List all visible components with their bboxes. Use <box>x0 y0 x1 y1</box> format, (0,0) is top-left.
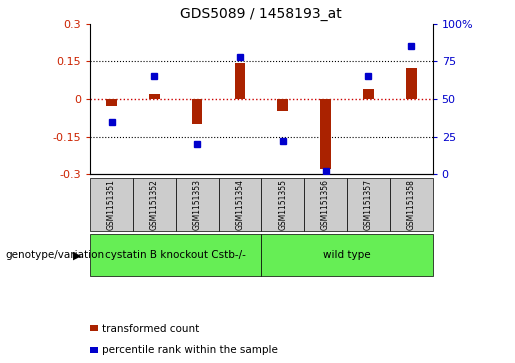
Text: GSM1151353: GSM1151353 <box>193 179 202 230</box>
Text: GSM1151356: GSM1151356 <box>321 179 330 230</box>
Text: ▶: ▶ <box>73 250 81 260</box>
Bar <box>192 99 202 124</box>
Bar <box>106 99 117 106</box>
Text: GSM1151352: GSM1151352 <box>150 179 159 230</box>
Bar <box>363 89 374 99</box>
Text: GSM1151355: GSM1151355 <box>278 179 287 230</box>
Text: GSM1151357: GSM1151357 <box>364 179 373 230</box>
Bar <box>235 62 245 99</box>
Text: wild type: wild type <box>323 250 371 260</box>
Text: percentile rank within the sample: percentile rank within the sample <box>102 345 279 355</box>
Bar <box>278 99 288 111</box>
Text: GSM1151351: GSM1151351 <box>107 179 116 230</box>
Bar <box>149 94 160 99</box>
Text: GSM1151358: GSM1151358 <box>407 179 416 230</box>
Text: cystatin B knockout Cstb-/-: cystatin B knockout Cstb-/- <box>105 250 246 260</box>
Text: transformed count: transformed count <box>102 323 200 334</box>
Bar <box>406 68 417 99</box>
Text: GSM1151354: GSM1151354 <box>235 179 245 230</box>
Text: genotype/variation: genotype/variation <box>5 250 104 260</box>
Bar <box>320 99 331 169</box>
Title: GDS5089 / 1458193_at: GDS5089 / 1458193_at <box>180 7 342 21</box>
